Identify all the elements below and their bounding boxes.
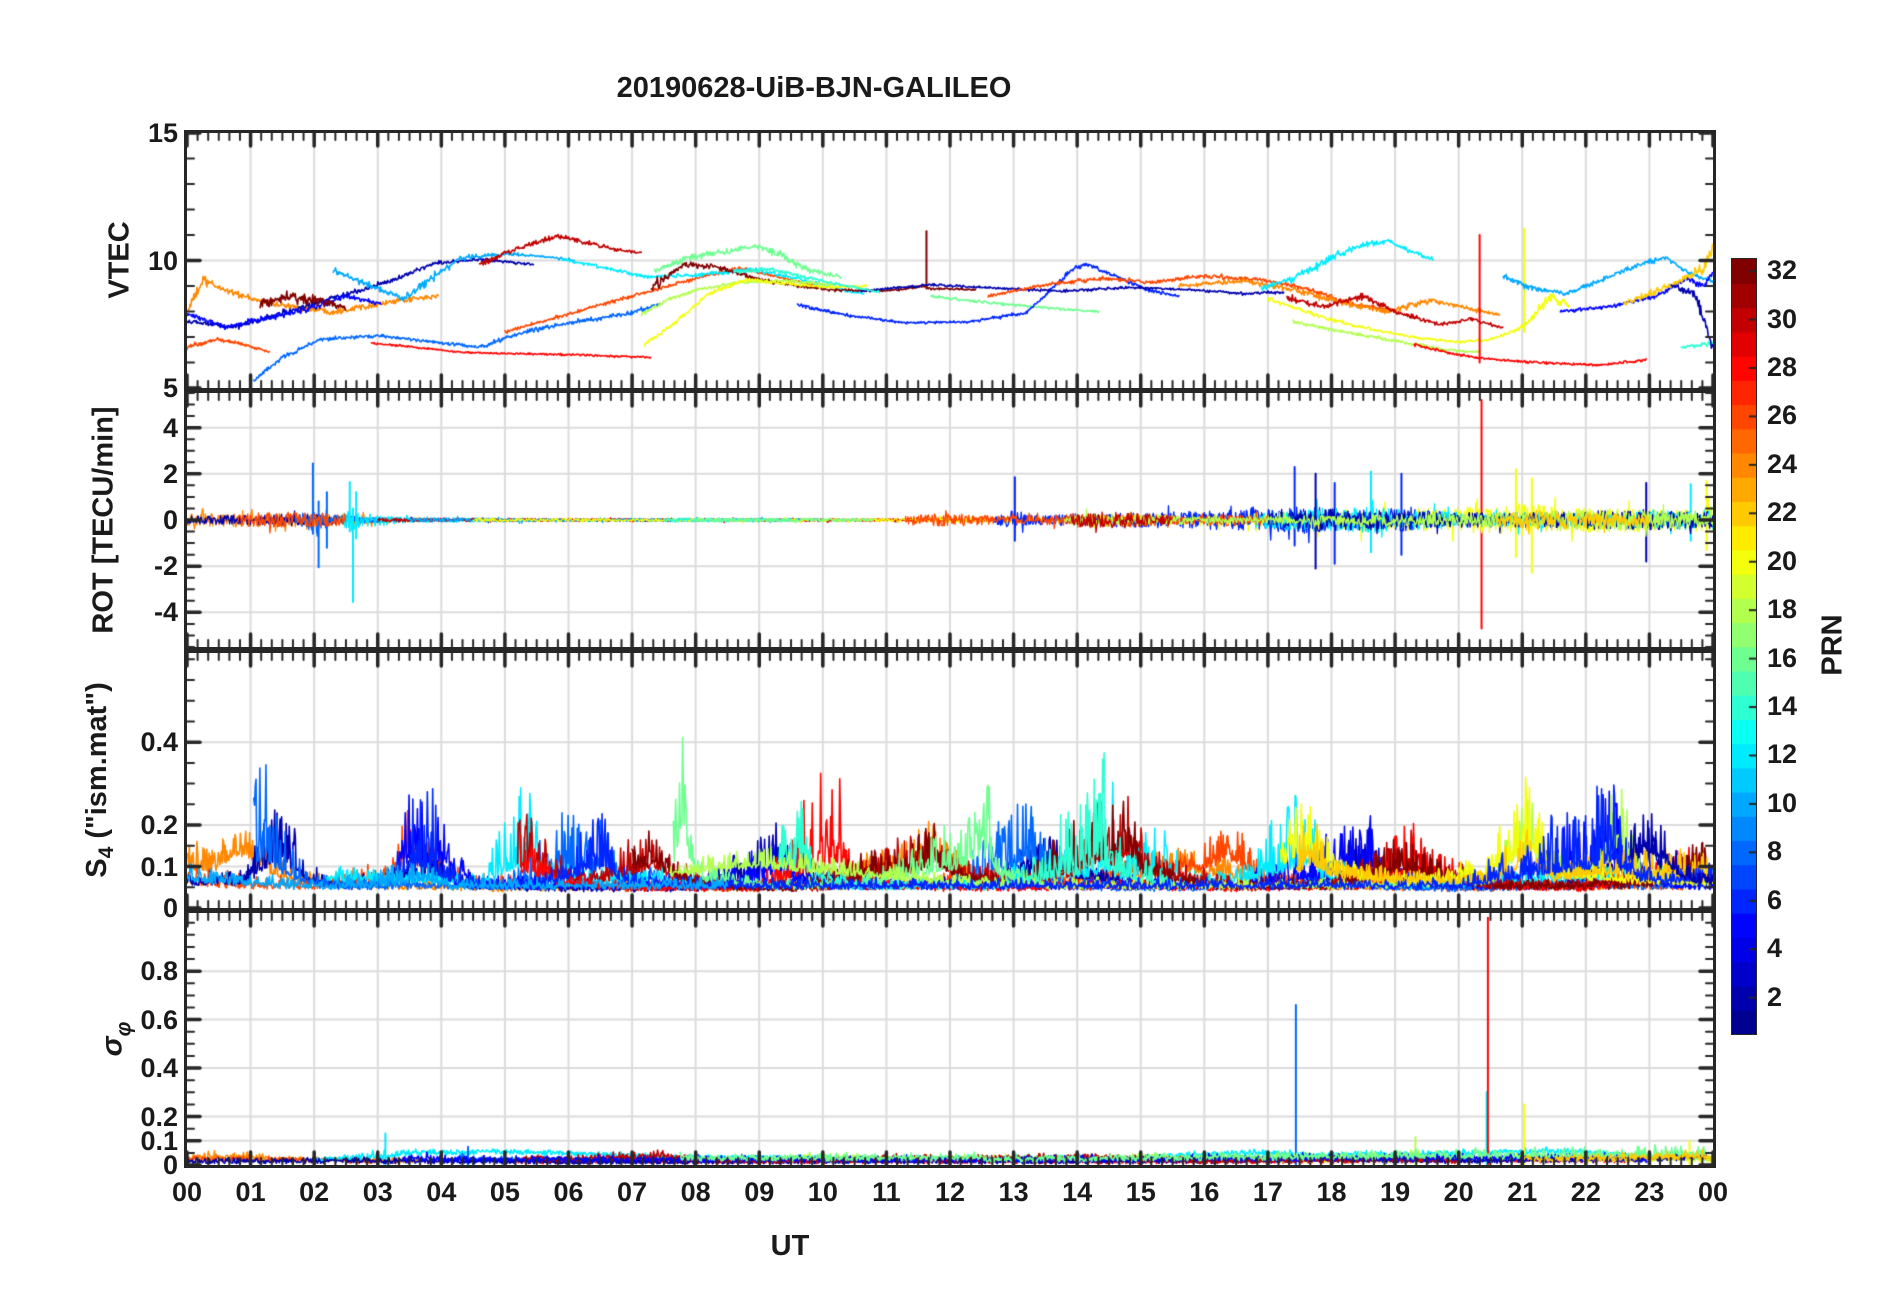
prn-colorbar — [1731, 258, 1757, 1035]
x-tick-label: 18 — [1316, 1177, 1347, 1207]
x-tick-label: 15 — [1125, 1177, 1156, 1207]
vtec-panel — [184, 130, 1716, 391]
sigma-phi-plot-canvas — [187, 913, 1713, 1165]
x-tick-label: 01 — [235, 1177, 266, 1207]
s4-panel — [184, 650, 1716, 911]
x-tick-label: 08 — [680, 1177, 711, 1207]
rot-plot-canvas — [187, 393, 1713, 647]
s4-plot-canvas — [187, 653, 1713, 908]
colorbar-tick-label: 20 — [1767, 545, 1798, 576]
chart-title: 20190628-UiB-BJN-GALILEO — [616, 72, 1012, 104]
x-tick-label: 20 — [1443, 1177, 1474, 1207]
x-tick-label: 05 — [489, 1177, 520, 1207]
x-tick-label: 00 — [1697, 1177, 1729, 1207]
y-tick-label: 0.4 — [140, 1053, 178, 1084]
colorbar-tick-label: 4 — [1767, 933, 1783, 964]
x-tick-label: 00 — [171, 1177, 203, 1207]
colorbar-tick-label: 28 — [1767, 351, 1798, 382]
x-tick-label: 02 — [299, 1177, 330, 1207]
x-tick-label: 14 — [1062, 1177, 1093, 1207]
x-tick-label: 07 — [617, 1177, 648, 1207]
x-tick-label: 21 — [1507, 1177, 1538, 1207]
colorbar-tick-label: 12 — [1767, 739, 1798, 770]
x-tick-label: 17 — [1252, 1177, 1283, 1207]
colorbar-tick-label: 26 — [1767, 400, 1798, 431]
colorbar-tick-label: 22 — [1767, 497, 1798, 528]
y-tick-label: 0.8 — [140, 956, 178, 987]
x-tick-label: 23 — [1634, 1177, 1665, 1207]
x-tick-label: 11 — [872, 1177, 901, 1207]
colorbar-label: PRN — [1816, 614, 1849, 676]
y-tick-label: 0.1 — [140, 1125, 178, 1156]
y-tick-label: 5 — [162, 373, 178, 403]
rot-panel — [184, 390, 1716, 650]
vtec-axis-label: VTEC — [103, 221, 136, 299]
y-tick-label: 0.2 — [140, 1101, 178, 1132]
x-tick-label: 09 — [744, 1177, 775, 1207]
sigma-phi-axis-label: σφ — [95, 1021, 136, 1057]
y-tick-label: 0 — [162, 893, 178, 923]
x-tick-label: 10 — [807, 1177, 838, 1207]
colorbar-tick-label: 30 — [1767, 303, 1798, 334]
s4-axis-label: S4 ("ism.mat") — [81, 682, 118, 878]
colorbar-tick-label: 32 — [1767, 255, 1798, 286]
colorbar-tick-label: 24 — [1767, 448, 1798, 479]
x-axis-label: UT — [770, 1230, 810, 1262]
x-tick-label: 13 — [998, 1177, 1029, 1207]
x-tick-label: 22 — [1570, 1177, 1601, 1207]
x-tick-label: 12 — [934, 1177, 966, 1207]
x-tick-label: 04 — [426, 1177, 457, 1207]
colorbar-tick-label: 14 — [1767, 691, 1798, 722]
y-tick-label: 15 — [147, 118, 178, 148]
colorbar-tick-label: 8 — [1767, 836, 1783, 867]
colorbar-tick-label: 10 — [1767, 787, 1798, 818]
vtec-plot-canvas — [187, 133, 1713, 388]
colorbar-tick-label: 2 — [1767, 981, 1783, 1012]
x-tick-label: 19 — [1380, 1177, 1411, 1207]
rot-axis-label: ROT [TECU/min] — [87, 406, 120, 634]
x-tick-label: 06 — [553, 1177, 584, 1207]
y-tick-label: 0 — [162, 1150, 178, 1180]
prn-colorbar-gradient — [1732, 259, 1756, 1034]
colorbar-tick-label: 6 — [1767, 884, 1783, 915]
sigma-phi-panel — [184, 910, 1716, 1168]
x-tick-label: 03 — [362, 1177, 393, 1207]
x-tick-label: 16 — [1189, 1177, 1220, 1207]
